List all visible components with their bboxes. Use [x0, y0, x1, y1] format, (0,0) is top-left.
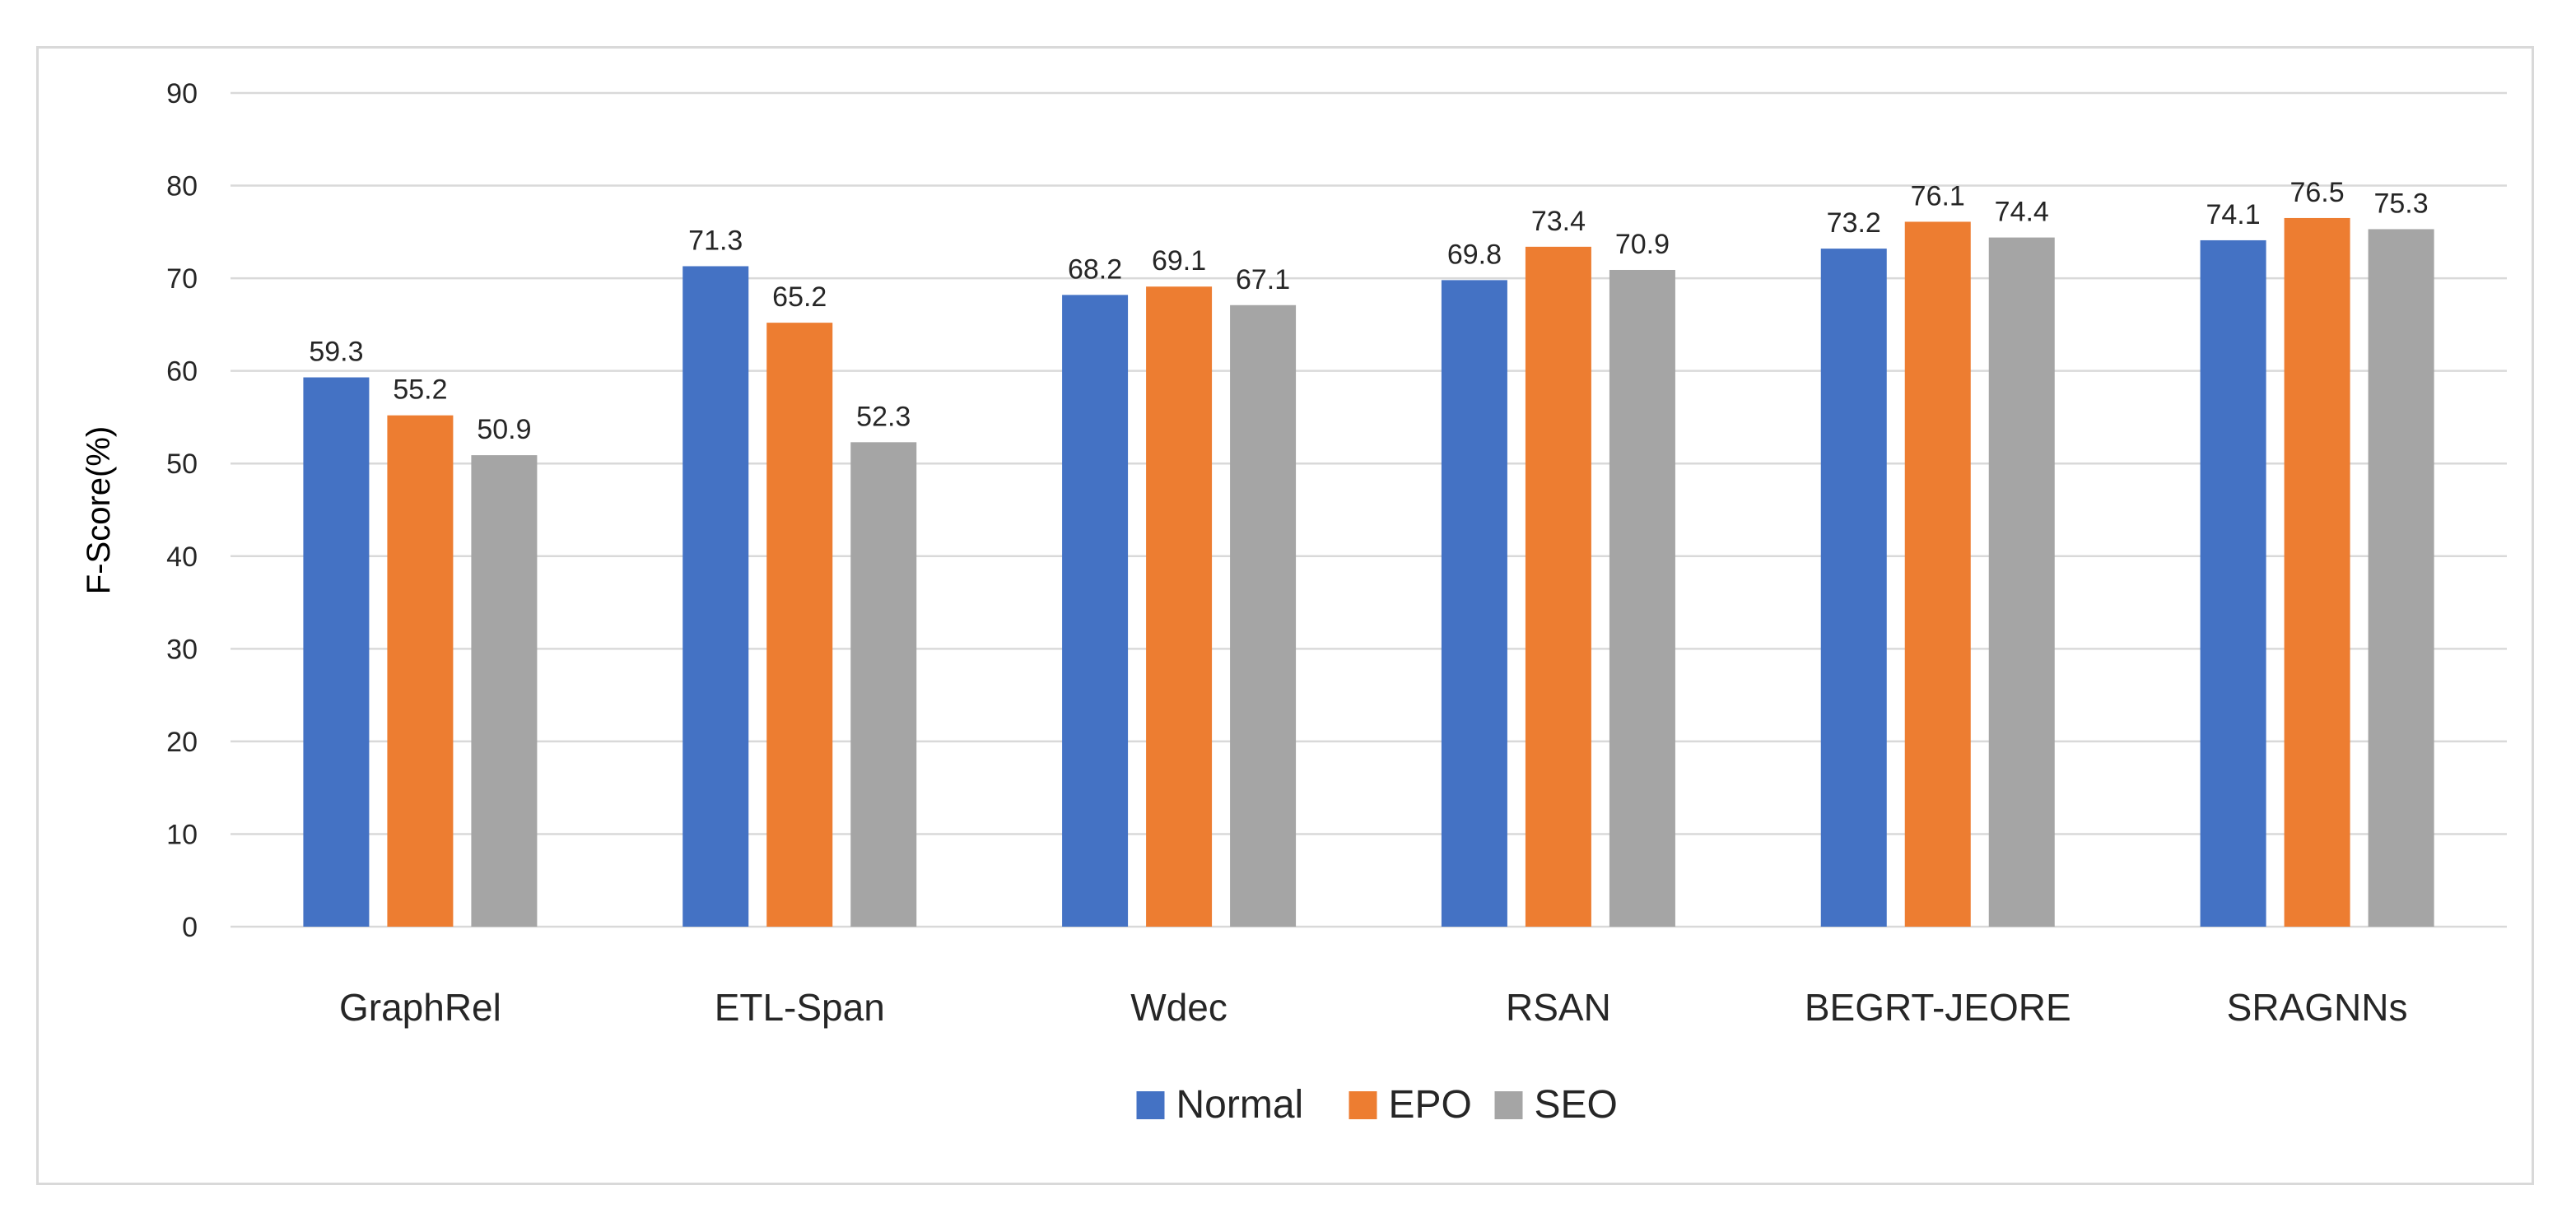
bar-seo-begrt-jeore: [1988, 237, 2055, 927]
bar-seo-wdec: [1230, 304, 1297, 927]
bar-epo-etl-span: [766, 323, 833, 927]
data-label: 69.1: [1152, 245, 1206, 277]
legend-label-epo: EPO: [1389, 1083, 1472, 1127]
y-tick-label: 0: [182, 912, 198, 943]
bar-normal-begrt-jeore: [1820, 249, 1887, 927]
x-category-label: BEGRT-JEORE: [1805, 986, 2071, 1029]
bar-normal-wdec: [1062, 295, 1129, 927]
bar-normal-etl-span: [682, 266, 749, 927]
y-axis-title: F-Score(%): [81, 426, 117, 594]
bars: [303, 217, 2434, 927]
legend-label-normal: Normal: [1176, 1083, 1304, 1127]
data-label: 67.1: [1236, 264, 1290, 295]
data-label: 70.9: [1615, 229, 1670, 260]
bar-seo-graphrel: [471, 455, 538, 927]
data-label: 65.2: [772, 281, 827, 313]
y-tick-label: 40: [166, 542, 198, 573]
data-label: 76.1: [1911, 180, 1965, 212]
gridlines: [231, 91, 2507, 928]
bar-epo-sragnns: [2284, 217, 2350, 927]
data-label: 50.9: [477, 414, 531, 445]
y-axis-ticks: 0 10 20 30 40 50 60 70 80 90: [166, 78, 198, 943]
data-label: 55.2: [393, 374, 447, 406]
x-category-label: SRAGNNs: [2227, 986, 2408, 1029]
legend: Normal EPO SEO: [1136, 1083, 1618, 1127]
bar-epo-graphrel: [387, 415, 454, 927]
y-tick-label: 50: [166, 449, 198, 480]
bar-normal-graphrel: [303, 377, 370, 927]
bar-normal-rsan: [1441, 280, 1507, 927]
data-label: 59.3: [309, 337, 363, 368]
bar-seo-etl-span: [850, 442, 917, 927]
bar-seo-sragnns: [2368, 229, 2434, 927]
y-tick-label: 70: [166, 263, 198, 295]
legend-swatch-seo: [1494, 1091, 1523, 1119]
y-tick-label: 10: [166, 819, 198, 850]
data-label: 74.1: [2206, 199, 2260, 230]
x-category-label: RSAN: [1506, 986, 1611, 1029]
legend-swatch-normal: [1136, 1091, 1165, 1119]
legend-label-seo: SEO: [1535, 1083, 1618, 1127]
data-labels: 59.3 55.2 50.9 71.3 65.2 52.3 68.2 69.1 67.1 69.8…: [309, 177, 2428, 445]
y-tick-label: 30: [166, 634, 198, 665]
data-label: 75.3: [2373, 188, 2428, 219]
data-label: 74.4: [1995, 197, 2049, 228]
y-tick-label: 80: [166, 171, 198, 202]
y-tick-label: 90: [166, 78, 198, 109]
bar-seo-rsan: [1609, 269, 1675, 927]
data-label: 73.4: [1531, 206, 1586, 237]
x-category-label: Wdec: [1130, 986, 1227, 1029]
data-label: 76.5: [2290, 177, 2344, 208]
y-tick-label: 20: [166, 727, 198, 758]
x-category-label: ETL-Span: [715, 986, 885, 1029]
data-label: 71.3: [688, 225, 743, 256]
data-label: 52.3: [856, 401, 911, 432]
x-axis-categories: GraphRel ETL-Span Wdec RSAN BEGRT-JEORE SRAGN…: [339, 986, 2408, 1029]
data-label: 73.2: [1827, 207, 1881, 239]
y-tick-label: 60: [166, 356, 198, 388]
bar-epo-wdec: [1146, 286, 1213, 927]
data-label: 69.8: [1447, 239, 1502, 270]
bar-epo-begrt-jeore: [1904, 221, 1971, 927]
bar-normal-sragnns: [2200, 239, 2266, 927]
legend-swatch-epo: [1349, 1091, 1377, 1119]
x-category-label: GraphRel: [339, 986, 501, 1029]
data-label: 68.2: [1068, 253, 1122, 285]
bar-epo-rsan: [1525, 246, 1591, 927]
